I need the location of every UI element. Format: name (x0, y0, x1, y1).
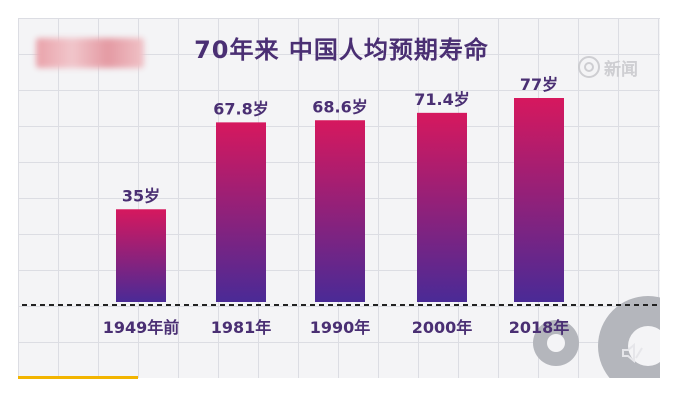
bar-4 (514, 98, 564, 302)
data-label-1: 67.8岁 (213, 99, 268, 118)
category-label-2: 1990年 (310, 318, 371, 337)
bar-2 (315, 120, 365, 302)
weibo-eye-icon (578, 56, 600, 78)
blurred-logo (36, 38, 144, 68)
watermark: 新闻 (578, 54, 660, 80)
data-label-0: 35岁 (122, 186, 160, 205)
watermark-text: 新闻 (604, 59, 638, 80)
bar-3 (417, 112, 467, 302)
category-label-1: 1981年 (211, 318, 272, 337)
bar-1 (216, 122, 266, 302)
category-label-4: 2018年 (509, 318, 570, 337)
speaker-muted-icon[interactable] (620, 342, 644, 364)
bar-0 (116, 209, 166, 302)
chart-title: 70年来 中国人均预期寿命 (194, 36, 489, 64)
category-label-3: 2000年 (412, 318, 473, 337)
category-label-0: 1949年前 (103, 318, 180, 337)
gear-icon (533, 320, 579, 366)
data-label-4: 77岁 (520, 75, 558, 94)
video-progress[interactable] (18, 376, 138, 379)
data-label-3: 71.4岁 (414, 90, 469, 109)
data-label-2: 68.6岁 (312, 97, 367, 116)
